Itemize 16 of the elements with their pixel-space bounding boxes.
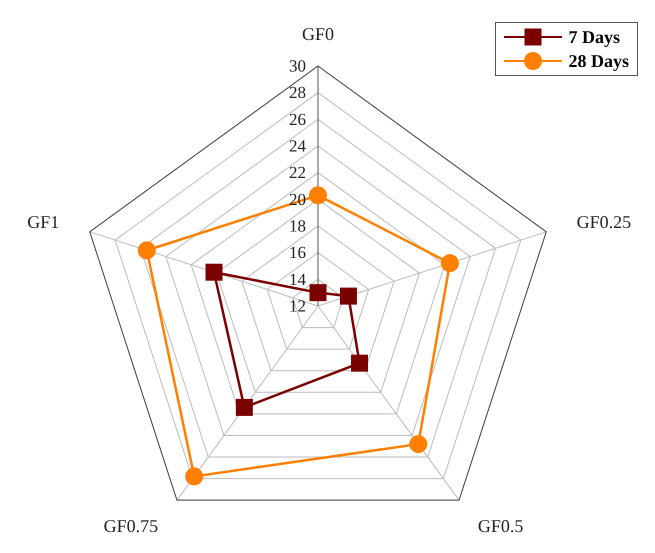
y-tick-label: 24 — [289, 136, 306, 156]
spoke-label: GF0.5 — [478, 516, 524, 536]
y-tick-label: 30 — [289, 56, 306, 76]
spoke-label: GF0.75 — [104, 516, 158, 536]
legend-label: 7 Days — [568, 26, 620, 49]
spoke-label: GF1 — [27, 212, 60, 232]
y-tick-label: 12 — [289, 296, 306, 316]
spoke-label: GF0.25 — [576, 212, 632, 232]
y-tick-label: 26 — [289, 110, 306, 129]
legend-label: 28 Days — [568, 50, 629, 73]
y-tick-label: 22 — [289, 163, 306, 182]
y-tick-label: 16 — [289, 243, 306, 262]
y-tick-label: 14 — [289, 270, 306, 289]
y-tick-label: 28 — [289, 83, 306, 102]
y-tick-label: 18 — [289, 216, 306, 236]
spoke-label: GF0 — [302, 24, 334, 44]
